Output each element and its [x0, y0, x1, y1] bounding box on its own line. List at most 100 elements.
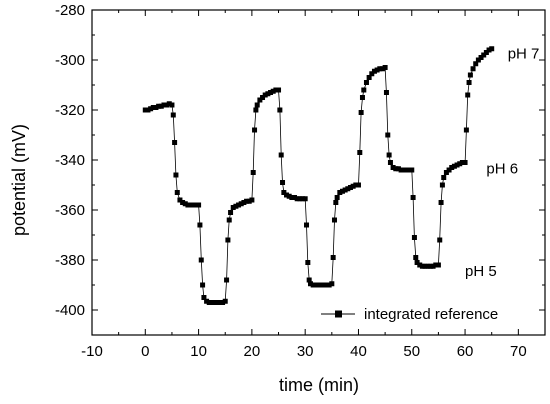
data-point — [467, 72, 473, 78]
data-point — [339, 188, 345, 194]
data-point — [224, 277, 230, 283]
data-point — [278, 152, 284, 158]
data-point — [268, 90, 274, 95]
data-point — [358, 110, 364, 115]
data-point — [438, 200, 444, 205]
data-point — [280, 180, 286, 185]
y-axis: -400 -380 -360 -340 -320 -300 -280 — [55, 2, 545, 336]
x-axis-title: time (min) — [279, 375, 359, 395]
data-point — [153, 105, 159, 110]
data-point — [334, 195, 340, 200]
data-point — [403, 167, 409, 173]
data-point — [439, 182, 445, 188]
data-point — [273, 87, 279, 93]
data-point — [228, 210, 234, 215]
data-point — [172, 140, 178, 145]
series-layer — [142, 46, 495, 305]
data-point — [350, 183, 356, 189]
data-point — [190, 202, 196, 208]
data-point — [214, 300, 220, 305]
data-point — [249, 197, 255, 203]
data-point — [265, 91, 271, 97]
data-point — [244, 198, 250, 204]
data-point — [206, 300, 212, 305]
data-point — [427, 263, 433, 269]
data-point — [359, 95, 365, 100]
data-point — [220, 300, 226, 305]
data-point — [236, 202, 242, 208]
data-point — [169, 102, 175, 108]
data-point — [478, 55, 484, 60]
data-point — [257, 97, 263, 103]
data-point — [449, 165, 455, 170]
data-point — [369, 71, 375, 77]
data-point — [230, 205, 236, 210]
data-point — [200, 282, 206, 288]
data-point — [185, 202, 191, 208]
data-point — [481, 52, 487, 58]
annotation-label: pH 6 — [486, 161, 518, 178]
data-point — [308, 281, 314, 287]
data-point — [310, 282, 316, 288]
data-point — [382, 65, 388, 70]
data-point — [441, 175, 447, 180]
data-point — [386, 152, 392, 158]
data-point — [473, 61, 479, 67]
data-point — [377, 66, 383, 72]
data-point — [277, 107, 283, 113]
data-point — [326, 282, 332, 288]
data-point — [318, 282, 324, 288]
y-tick-label: -340 — [55, 152, 85, 169]
data-point — [470, 66, 476, 72]
data-point — [225, 237, 231, 243]
data-point — [180, 200, 186, 205]
data-point — [276, 87, 282, 93]
data-point — [284, 192, 290, 198]
x-tick-label: 70 — [510, 343, 527, 360]
x-tick-label: 0 — [141, 343, 149, 360]
data-point — [446, 167, 452, 173]
data-point — [158, 103, 164, 109]
data-point — [252, 127, 258, 133]
data-point — [395, 166, 401, 172]
data-point — [466, 80, 472, 85]
data-point — [366, 75, 372, 80]
data-point — [164, 102, 170, 108]
data-point — [182, 201, 188, 207]
data-point — [156, 103, 162, 109]
data-point — [281, 190, 287, 195]
data-point — [443, 170, 449, 175]
data-point — [250, 170, 256, 175]
y-tick-label: -400 — [55, 302, 85, 319]
data-point — [401, 167, 407, 173]
x-tick-label: -10 — [81, 343, 103, 360]
data-point — [410, 195, 416, 200]
data-point — [465, 92, 471, 98]
data-point — [430, 263, 436, 269]
data-point — [463, 127, 469, 133]
x-tick-label: 10 — [190, 343, 207, 360]
data-point — [145, 107, 151, 113]
data-point — [345, 186, 351, 192]
data-point — [330, 255, 336, 260]
y-tick-label: -380 — [55, 252, 85, 269]
data-point — [462, 160, 468, 165]
data-point — [222, 298, 228, 304]
y-axis-title: potential (mV) — [9, 124, 29, 236]
data-point — [422, 263, 428, 269]
data-point — [321, 282, 327, 288]
data-point — [383, 90, 389, 95]
data-point — [233, 203, 239, 209]
data-point — [148, 106, 154, 112]
data-point — [342, 187, 348, 193]
legend-label: integrated reference — [364, 306, 498, 323]
x-axis: -10 0 10 20 30 40 50 60 70 — [81, 10, 527, 360]
data-point — [209, 300, 215, 305]
data-point — [353, 182, 359, 188]
data-point — [329, 281, 335, 287]
data-point — [198, 257, 204, 263]
data-point — [371, 68, 377, 74]
data-point — [286, 193, 292, 199]
data-point — [451, 163, 457, 169]
